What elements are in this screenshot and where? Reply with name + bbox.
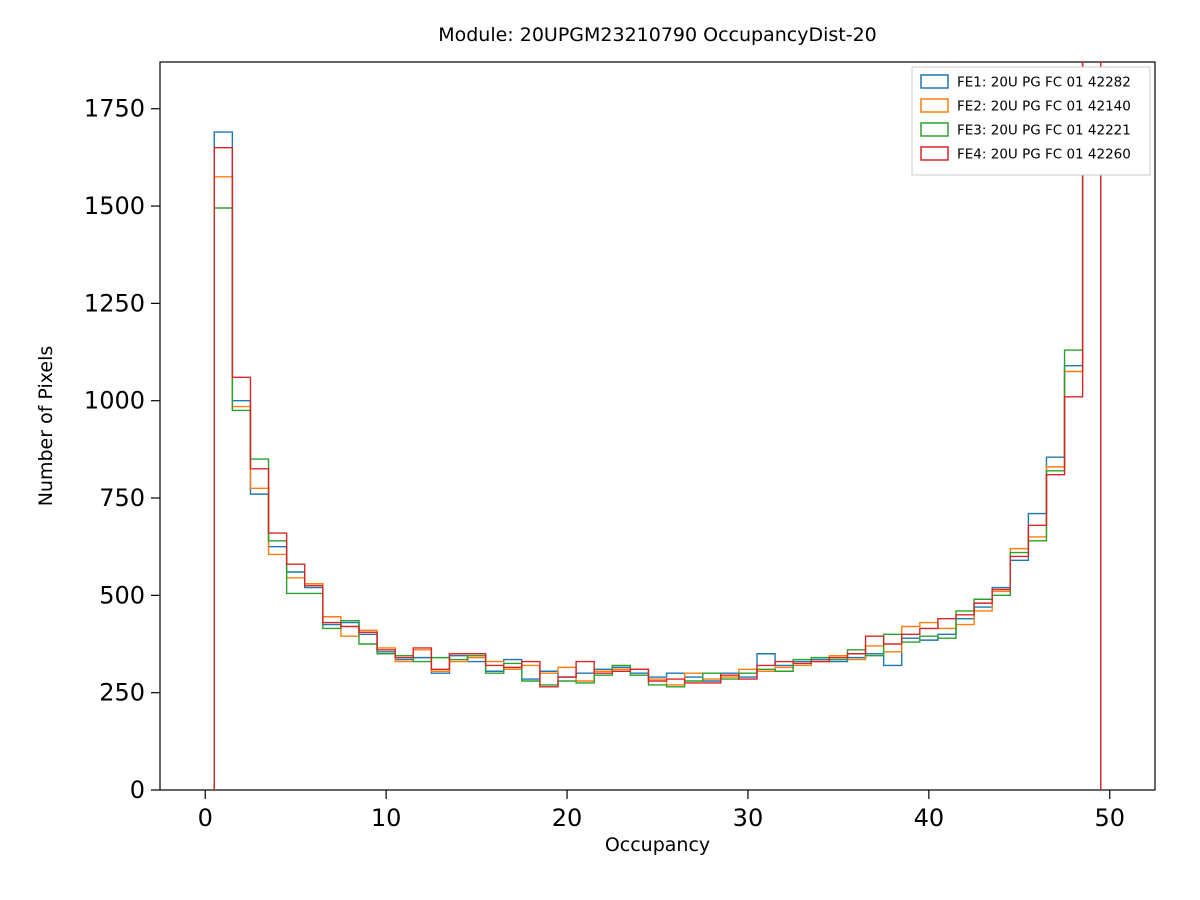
series-step-line	[213, 61, 1102, 790]
legend-swatch	[920, 146, 949, 161]
y-tick-label: 0	[130, 776, 145, 804]
legend-label: FE1: 20U PG FC 01 42282	[957, 75, 1131, 91]
axes-frame	[159, 61, 1156, 791]
y-tick-label: 750	[99, 484, 145, 512]
series-step-line	[213, 61, 1102, 790]
y-tick-label: 1500	[84, 192, 145, 220]
y-tick-label: 1250	[84, 289, 145, 317]
y-tick-label: 500	[99, 581, 145, 609]
x-tick-label: 40	[914, 804, 945, 832]
legend-label: FE2: 20U PG FC 01 42140	[957, 99, 1131, 115]
y-tick-label: 250	[99, 679, 145, 707]
legend-label: FE3: 20U PG FC 01 42221	[957, 123, 1131, 139]
y-tick-label: 1000	[84, 387, 145, 415]
y-axis-label: Number of Pixels	[35, 345, 57, 507]
legend-swatch	[920, 74, 949, 89]
x-tick-label: 30	[733, 804, 764, 832]
legend-box	[911, 66, 1151, 176]
legend-label: FE4: 20U PG FC 01 42260	[957, 147, 1131, 163]
legend-swatch	[920, 122, 949, 137]
x-tick-label: 50	[1094, 804, 1125, 832]
chart-title: Module: 20UPGM23210790 OccupancyDist-20	[438, 24, 877, 46]
x-tick-label: 20	[552, 804, 583, 832]
x-axis-label: Occupancy	[604, 834, 711, 856]
legend-swatch	[920, 98, 949, 113]
x-tick-label: 0	[198, 804, 213, 832]
x-tick-label: 10	[371, 804, 402, 832]
y-tick-label: 1750	[84, 95, 145, 123]
